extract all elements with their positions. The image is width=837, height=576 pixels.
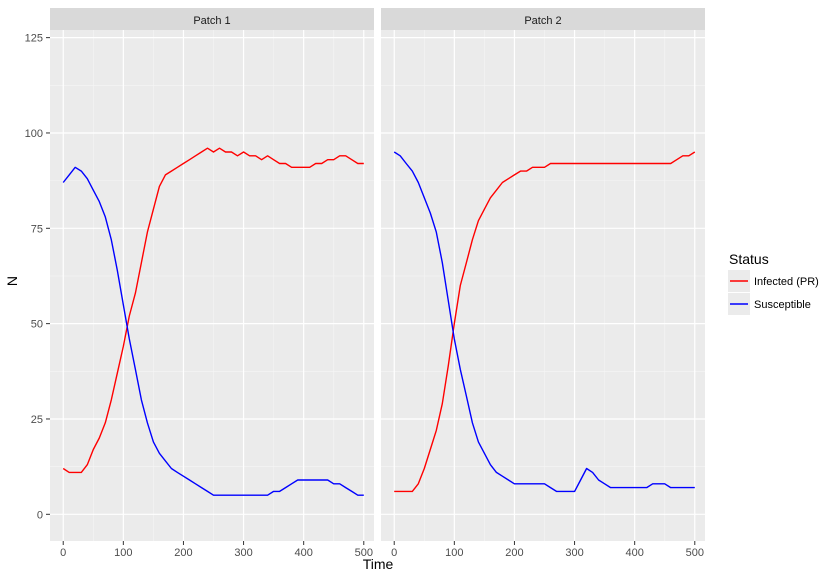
- x-tick-label: 300: [565, 547, 583, 559]
- legend-label: Susceptible: [754, 299, 811, 311]
- panel-1: Patch 1 0 100 200 300 400 500 0 25 50 75 100 125: [25, 8, 374, 559]
- legend-entry: Infected (PR): [728, 270, 819, 292]
- x-axis-title: Time: [363, 556, 394, 572]
- y-tick-label: 50: [31, 319, 43, 331]
- series-line-infected-pr: [62, 147, 364, 474]
- panel-background: [50, 30, 374, 541]
- x-tick-label: 500: [686, 547, 704, 559]
- panel-2: Patch 2 0 100 200 300 400 500: [381, 8, 705, 559]
- y-tick-label: 125: [25, 33, 43, 45]
- legend-entry: Susceptible: [728, 293, 811, 315]
- series-line-susceptible: [393, 151, 695, 493]
- x-tick-label: 400: [294, 547, 312, 559]
- strip-label: Patch 2: [524, 15, 561, 27]
- strip-label: Patch 1: [193, 15, 230, 27]
- x-tick-label: 200: [174, 547, 192, 559]
- legend: Status Infected (PR) Susceptible: [728, 251, 819, 315]
- panels: Patch 10 100 200 300 400 5000255075100125Patc…: [25, 8, 705, 559]
- x-tick-label: 200: [505, 547, 523, 559]
- y-axis-title: N: [4, 276, 20, 286]
- y-tick-label: 0: [37, 509, 43, 521]
- series-line-susceptible: [62, 166, 364, 496]
- panel-background: [381, 30, 705, 541]
- strip-background: [50, 8, 374, 30]
- strip-background: [381, 8, 705, 30]
- y-tick-label: 100: [25, 128, 43, 140]
- x-tick-label: 500: [355, 547, 373, 559]
- x-tick-label: 400: [625, 547, 643, 559]
- x-tick-label: 300: [234, 547, 252, 559]
- x-tick-label: 0: [391, 547, 397, 559]
- x-tick-label: 100: [114, 547, 132, 559]
- series-line-infected-pr: [394, 151, 696, 493]
- legend-title: Status: [729, 251, 769, 267]
- y-tick-label: 75: [31, 223, 43, 235]
- y-tick-label: 25: [31, 414, 43, 426]
- x-tick-label: 0: [60, 547, 66, 559]
- x-tick-label: 100: [445, 547, 463, 559]
- legend-label: Infected (PR): [754, 276, 819, 288]
